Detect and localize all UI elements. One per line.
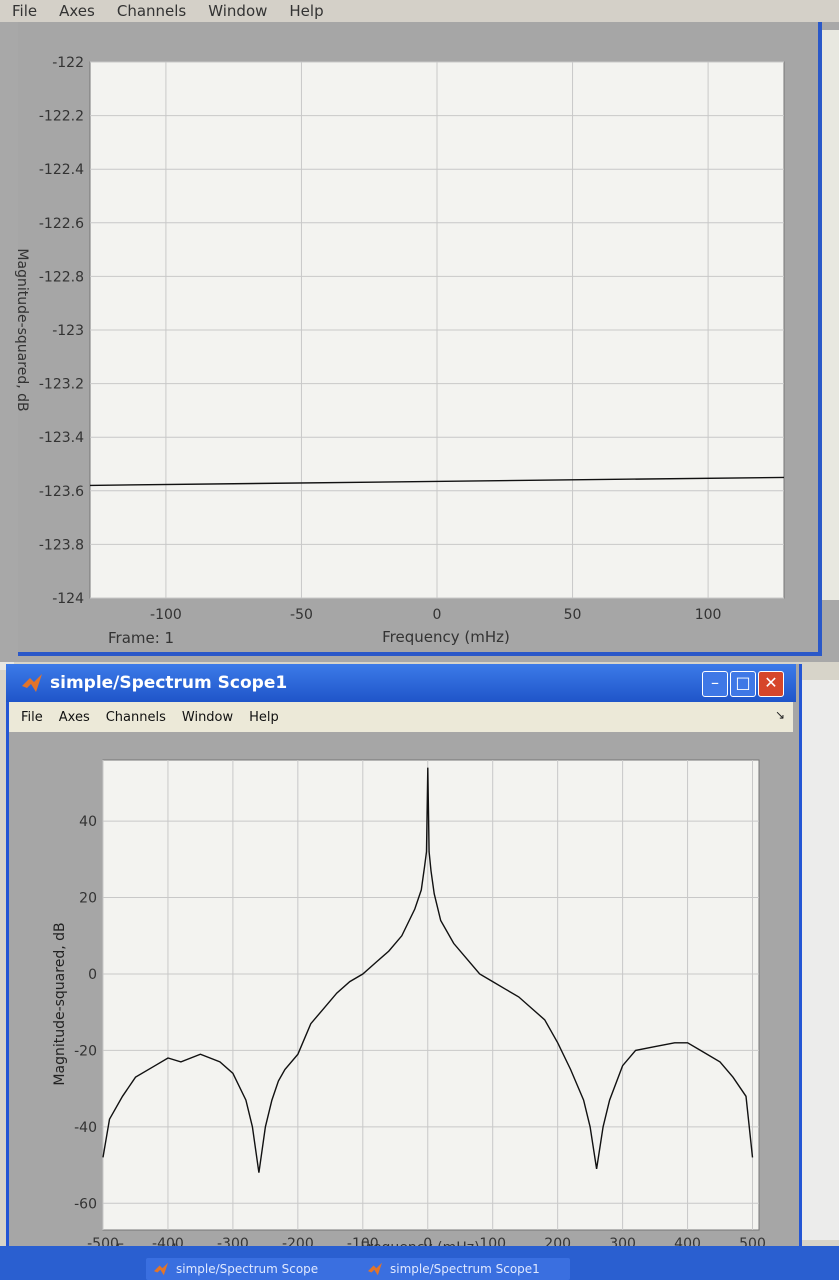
menu-channels[interactable]: Channels bbox=[105, 709, 166, 725]
menu-file[interactable]: File bbox=[21, 709, 43, 725]
taskbar-item-spectrum-scope1[interactable]: simple/Spectrum Scope1 bbox=[360, 1258, 570, 1280]
top-menubar: File Axes Channels Window Help bbox=[0, 0, 839, 22]
y-tick-label: -40 bbox=[74, 1120, 97, 1136]
close-icon: ✕ bbox=[764, 673, 778, 692]
window-title: simple/Spectrum Scope1 bbox=[50, 673, 288, 693]
top-menu-window[interactable]: Window bbox=[208, 2, 268, 20]
top-y-axis-label: Magnitude-squared, dB bbox=[14, 248, 30, 411]
top-menu-channels[interactable]: Channels bbox=[116, 2, 187, 20]
y-tick-label: -124 bbox=[52, 591, 84, 607]
close-button[interactable]: ✕ bbox=[758, 671, 784, 697]
taskbar-item-spectrum-scope[interactable]: simple/Spectrum Scope bbox=[146, 1258, 366, 1280]
y-tick-label: -123 bbox=[52, 323, 84, 339]
spectrum-series-line bbox=[102, 767, 754, 1173]
top-x-axis-label: Frequency (mHz) bbox=[382, 628, 510, 646]
taskbar-item-label: simple/Spectrum Scope bbox=[176, 1262, 319, 1276]
menu-overflow-arrow-icon[interactable]: ↘ bbox=[775, 708, 786, 722]
top-frame-label: Frame: 1 bbox=[108, 629, 174, 647]
minimize-button[interactable]: – bbox=[702, 671, 728, 697]
bottom-spectrum-plot[interactable]: -500 -400 -300 -200 -100 0 100 200 300 400 5004020… bbox=[0, 732, 800, 1252]
y-tick-label: -122.4 bbox=[39, 162, 84, 178]
taskbar-item-label: simple/Spectrum Scope1 bbox=[390, 1262, 540, 1276]
y-tick-label: 40 bbox=[79, 814, 97, 830]
x-tick-label: -100 bbox=[150, 607, 182, 623]
y-tick-label: -122.8 bbox=[39, 269, 84, 285]
top-menu-help[interactable]: Help bbox=[289, 2, 324, 20]
y-tick-label: -122 bbox=[52, 55, 84, 71]
top-spectrum-plot[interactable]: -100 -50 0 50 100 -122 -122.2 -122.4 -122.6 -122.… bbox=[0, 0, 839, 665]
y-tick-label: 20 bbox=[79, 891, 97, 907]
y-tick-label: 0 bbox=[88, 967, 97, 983]
menu-help[interactable]: Help bbox=[249, 709, 279, 725]
x-tick-label: 50 bbox=[564, 607, 582, 623]
x-tick-label: 0 bbox=[433, 607, 442, 623]
menu-axes[interactable]: Axes bbox=[58, 709, 90, 725]
minimize-icon: – bbox=[711, 673, 719, 692]
maximize-button[interactable]: □ bbox=[730, 671, 756, 697]
y-tick-label: -123.2 bbox=[39, 377, 84, 393]
top-menu-file[interactable]: File bbox=[12, 2, 38, 20]
matlab-icon bbox=[22, 674, 42, 692]
bottom-menubar: File Axes Channels Window Help bbox=[9, 702, 793, 732]
y-tick-label: -20 bbox=[74, 1043, 97, 1059]
bottom-y-axis-label: Magnitude-squared, dB bbox=[52, 922, 68, 1085]
x-tick-label: -50 bbox=[290, 607, 313, 623]
maximize-icon: □ bbox=[735, 673, 751, 692]
bottom-title-bar[interactable]: simple/Spectrum Scope1 – □ ✕ bbox=[6, 664, 796, 702]
y-tick-label: -122.2 bbox=[39, 109, 84, 125]
matlab-icon bbox=[154, 1262, 168, 1276]
plot-area bbox=[102, 759, 760, 1231]
y-tick-label: -123.6 bbox=[39, 484, 84, 500]
background-window-strip-right bbox=[822, 30, 839, 600]
background-window-strip-right-lower bbox=[796, 680, 839, 1240]
menu-window[interactable]: Window bbox=[181, 709, 234, 725]
y-tick-label: -123.4 bbox=[39, 430, 84, 446]
x-tick-label: 100 bbox=[695, 607, 722, 623]
y-tick-label: -122.6 bbox=[39, 216, 84, 232]
y-tick-label: -123.8 bbox=[39, 537, 84, 553]
top-menu-axes[interactable]: Axes bbox=[59, 2, 95, 20]
x-tick-label: 0 bbox=[423, 1236, 432, 1252]
matlab-icon bbox=[368, 1262, 382, 1276]
y-tick-label: -60 bbox=[74, 1196, 97, 1212]
spectrum-series-line bbox=[89, 476, 785, 487]
